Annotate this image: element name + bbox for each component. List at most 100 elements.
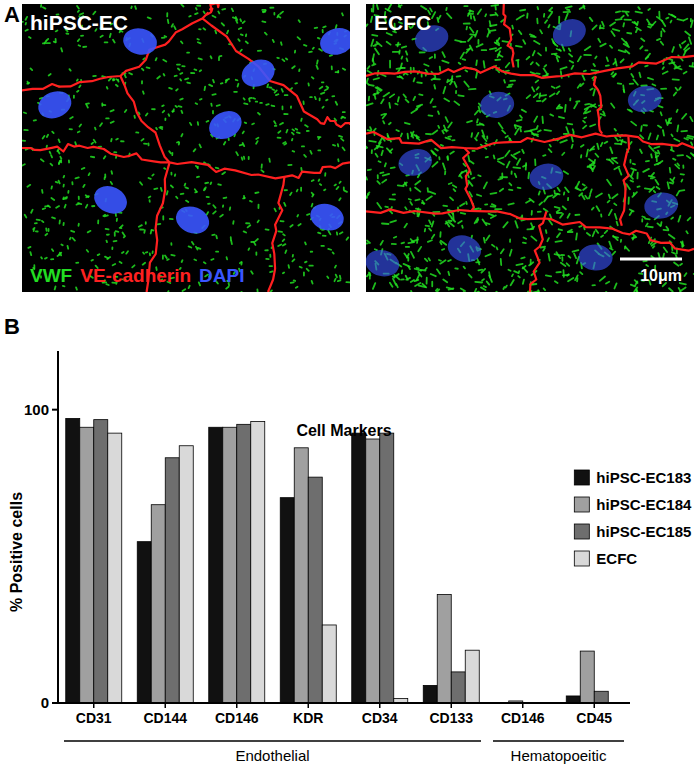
- vwf-granule: [366, 177, 368, 179]
- vwf-granule: [111, 182, 112, 184]
- vwf-granule: [256, 289, 258, 292]
- x-tick-label: CD144: [143, 710, 187, 726]
- vwf-granule: [336, 71, 339, 73]
- vwf-granule: [621, 59, 624, 62]
- x-tick-label: CD146: [501, 710, 545, 726]
- vwf-granule: [462, 292, 464, 293]
- vwf-granule: [136, 132, 138, 134]
- vwf-granule: [346, 237, 348, 239]
- vwf-granule: [549, 149, 552, 152]
- vwf-granule: [262, 21, 265, 24]
- vwf-granule: [400, 76, 403, 79]
- vwf-granule: [550, 114, 553, 115]
- vwf-granule: [244, 231, 246, 232]
- vwf-granule: [224, 197, 227, 199]
- vwf-granule: [559, 117, 564, 118]
- vwf-granule: [172, 24, 173, 27]
- vwf-granule: [669, 288, 673, 291]
- vwf-granule: [568, 214, 570, 218]
- vwf-granule: [189, 246, 192, 247]
- vwf-granule: [673, 78, 679, 80]
- bar: [580, 651, 594, 703]
- vwf-granule: [269, 255, 271, 257]
- vwf-granule: [557, 233, 560, 237]
- vwf-granule: [472, 178, 474, 179]
- micrograph-background: [22, 4, 350, 292]
- vwf-granule: [41, 190, 43, 193]
- vwf-granule: [447, 13, 451, 18]
- vwf-granule: [404, 253, 407, 257]
- vwf-granule: [517, 61, 519, 67]
- vwf-granule: [603, 111, 604, 114]
- vwf-granule: [674, 262, 678, 265]
- vwf-granule: [69, 69, 70, 71]
- vwf-granule: [454, 82, 456, 87]
- vwf-granule: [179, 105, 182, 108]
- vwf-granule: [564, 11, 571, 13]
- vwf-granule: [601, 235, 603, 236]
- vwf-granule: [595, 56, 596, 58]
- vwf-granule: [322, 30, 324, 32]
- vwf-granule: [75, 287, 78, 289]
- vwf-granule: [568, 123, 573, 126]
- vwf-granule: [284, 113, 287, 115]
- vwf-granule: [633, 193, 635, 195]
- vwf-granule: [73, 238, 75, 241]
- vwf-granule: [59, 139, 60, 142]
- ve-cadherin-border: [366, 209, 694, 250]
- vwf-granule: [83, 185, 84, 187]
- bar: [594, 691, 608, 703]
- vwf-granule: [650, 154, 653, 157]
- vwf-granule: [427, 188, 429, 192]
- vwf-granule: [145, 222, 147, 224]
- vwf-granule: [344, 191, 347, 192]
- vwf-granule: [616, 18, 622, 20]
- vwf-granule: [47, 135, 48, 137]
- vwf-granule: [641, 219, 643, 221]
- vwf-granule: [318, 232, 320, 235]
- vwf-granule: [653, 246, 654, 248]
- vwf-granule: [592, 284, 594, 286]
- vwf-granule: [343, 111, 345, 113]
- vwf-granule: [605, 231, 608, 233]
- vwf-granule: [640, 46, 642, 48]
- vwf-granule: [655, 154, 657, 157]
- vwf-granule: [407, 134, 409, 139]
- vwf-granule: [79, 85, 80, 87]
- vwf-granule: [589, 195, 590, 198]
- vwf-granule: [303, 272, 305, 275]
- vwf-granule: [617, 222, 618, 226]
- vwf-granule: [405, 207, 406, 209]
- vwf-granule: [180, 98, 183, 101]
- vwf-granule: [555, 54, 560, 57]
- ve-cadherin-border: [503, 4, 513, 67]
- vwf-granule: [113, 78, 114, 81]
- vwf-granule: [511, 171, 513, 173]
- vwf-granule: [141, 81, 143, 83]
- vwf-granule: [293, 129, 295, 130]
- vwf-granule: [645, 65, 647, 68]
- vwf-granule: [445, 8, 447, 10]
- vwf-granule: [648, 9, 650, 10]
- vwf-granule: [47, 42, 50, 44]
- vwf-granule: [459, 172, 462, 176]
- x-tick-label: CD34: [362, 710, 398, 726]
- vwf-granule: [222, 172, 225, 174]
- vwf-granule: [544, 69, 548, 74]
- vwf-granule: [404, 94, 406, 97]
- vwf-granule: [31, 68, 33, 70]
- vwf-granule: [469, 274, 472, 277]
- vwf-granule: [584, 117, 586, 120]
- vwf-granule: [588, 166, 592, 169]
- vwf-granule: [78, 197, 80, 199]
- vwf-granule: [162, 255, 164, 258]
- vwf-granule: [673, 159, 675, 160]
- vwf-granule: [671, 217, 673, 218]
- vwf-granule: [435, 149, 438, 151]
- image-title: ECFC: [374, 11, 431, 34]
- vwf-granule: [610, 147, 612, 153]
- vwf-granule: [161, 126, 163, 128]
- vwf-granule: [397, 67, 402, 70]
- vwf-granule: [694, 274, 695, 277]
- vwf-granule: [252, 123, 254, 126]
